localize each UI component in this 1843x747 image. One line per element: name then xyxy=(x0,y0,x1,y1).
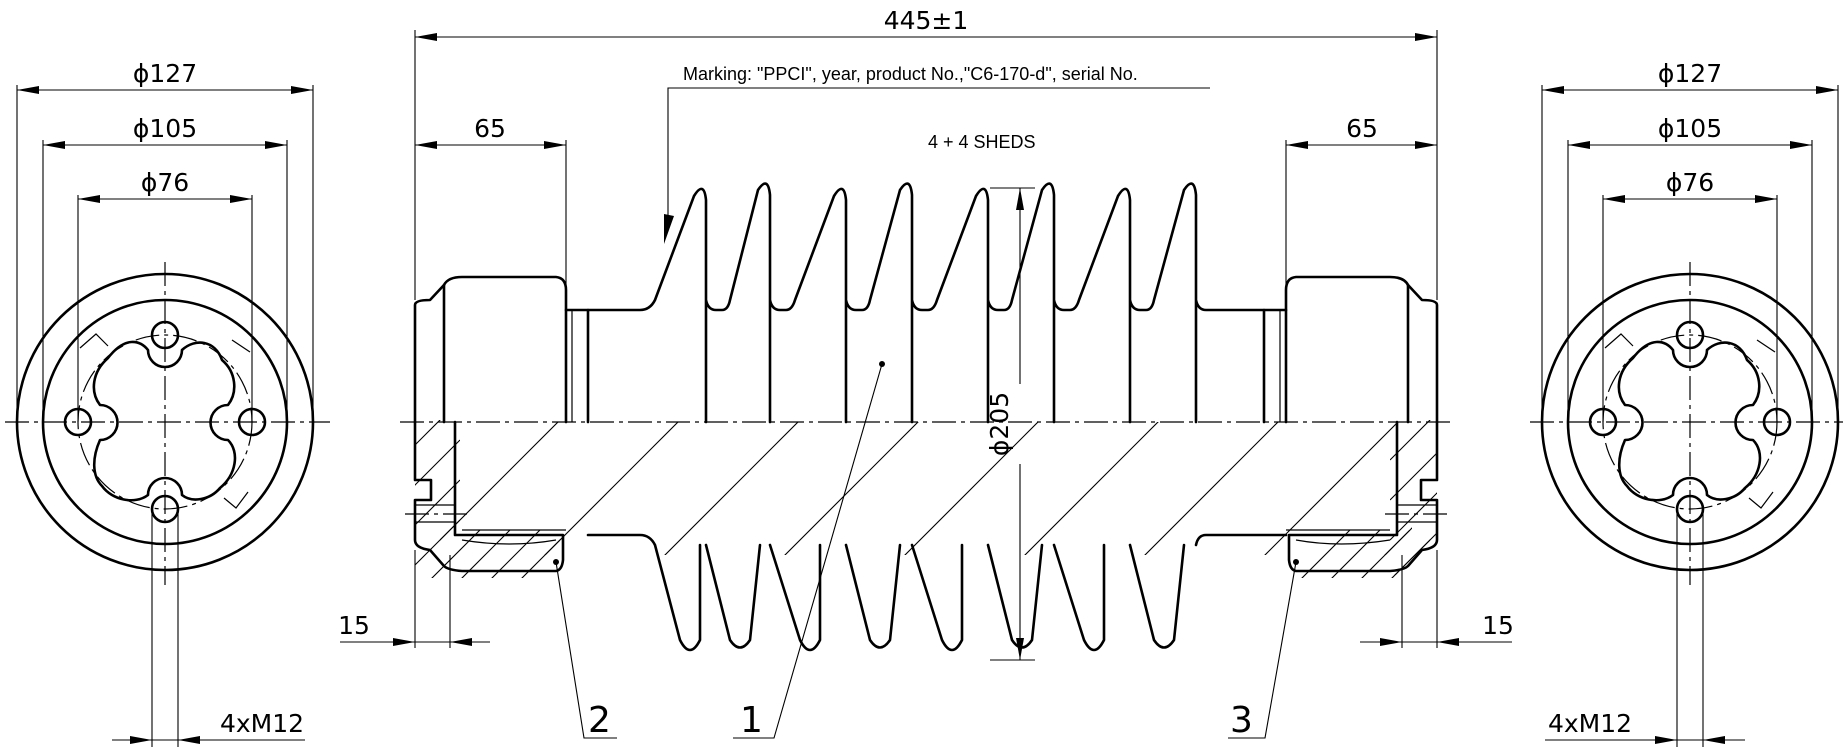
right-key-notch-1 xyxy=(1604,333,1634,349)
left-dim-thread: 4xM12 xyxy=(220,709,304,738)
side-view xyxy=(400,182,1452,652)
left-end-section xyxy=(413,420,565,573)
arrow xyxy=(415,141,437,149)
callout-part-1: 1 xyxy=(740,700,763,741)
arrow xyxy=(130,736,152,744)
left-key-notch-3 xyxy=(231,339,251,353)
right-inner-contour xyxy=(1617,340,1762,502)
right-key-notch-3 xyxy=(1756,339,1776,353)
arrow xyxy=(1016,188,1024,210)
arrow xyxy=(1568,141,1590,149)
left-dim-bolt-circle: ϕ105 xyxy=(133,114,197,143)
left-fitting-collar xyxy=(564,308,590,424)
right-end-view: ϕ127 ϕ105 ϕ76 4xM12 xyxy=(1530,59,1843,747)
notes: Marking: "PPCI", year, product No.,"C6-1… xyxy=(664,64,1210,244)
callout-part-3: 3 xyxy=(1230,700,1253,741)
arrow xyxy=(1542,86,1564,94)
dim-overall-length: 445±1 xyxy=(884,6,969,35)
right-end-adhesive xyxy=(1286,529,1397,545)
left-key-notch-2 xyxy=(223,491,249,509)
left-end-bolt-hole xyxy=(415,504,455,523)
left-key-notch-1 xyxy=(79,333,109,349)
marking-arrow xyxy=(664,214,674,244)
dim-flange-length-left: 65 xyxy=(474,114,506,143)
right-dim-bore: ϕ76 xyxy=(1666,168,1714,197)
arrow xyxy=(1380,638,1402,646)
arrow xyxy=(415,33,437,41)
side-view-dimensions: 445±1 65 65 ϕ205 15 15 xyxy=(338,6,1514,661)
right-end-section xyxy=(1287,420,1439,573)
arrow xyxy=(1603,195,1625,203)
arrow xyxy=(78,195,100,203)
left-end-fitting xyxy=(413,275,568,424)
right-end-bolt-hole xyxy=(1397,504,1437,523)
arrow xyxy=(450,638,472,646)
right-key-notch-2 xyxy=(1748,491,1774,509)
left-end-view: ϕ127 ϕ105 ϕ76 4xM12 xyxy=(5,59,330,747)
arrow xyxy=(1437,638,1459,646)
arrow xyxy=(230,195,252,203)
arrow xyxy=(1286,141,1308,149)
sheds-note: 4 + 4 SHEDS xyxy=(928,132,1036,152)
dim-flange-length-right: 65 xyxy=(1346,114,1378,143)
right-end-fitting xyxy=(1284,275,1439,424)
arrow xyxy=(265,141,287,149)
right-fitting-collar xyxy=(1262,308,1288,424)
arrow xyxy=(393,638,415,646)
arrow xyxy=(178,736,200,744)
flange-hatching xyxy=(415,420,1437,578)
arrow xyxy=(1816,86,1838,94)
right-dim-outer-diameter: ϕ127 xyxy=(1658,59,1722,88)
section-hatching xyxy=(440,422,1412,555)
dim-groove-left: 15 xyxy=(338,611,370,640)
arrow xyxy=(1703,736,1725,744)
arrow xyxy=(291,86,313,94)
dim-groove-right: 15 xyxy=(1482,611,1514,640)
dim-shed-diameter: ϕ205 xyxy=(985,392,1014,456)
callout-leader-2 xyxy=(555,561,617,739)
part-callouts: 1 2 3 xyxy=(553,361,1299,741)
shed-silhouette-lower xyxy=(586,533,1288,652)
arrow xyxy=(1415,33,1437,41)
shed-silhouette-upper xyxy=(586,182,1266,424)
arrow xyxy=(1755,195,1777,203)
arrow xyxy=(1790,141,1812,149)
callout-leader-3 xyxy=(1228,561,1297,739)
left-dim-bore: ϕ76 xyxy=(141,168,189,197)
arrow xyxy=(1655,736,1677,744)
right-dim-thread: 4xM12 xyxy=(1548,709,1632,738)
arrow xyxy=(17,86,39,94)
right-dim-bolt-circle: ϕ105 xyxy=(1658,114,1722,143)
marking-note: Marking: "PPCI", year, product No.,"C6-1… xyxy=(683,64,1138,84)
arrow xyxy=(1016,638,1024,660)
callout-part-2: 2 xyxy=(588,700,611,741)
left-dim-outer-diameter: ϕ127 xyxy=(133,59,197,88)
arrow xyxy=(1415,141,1437,149)
arrow xyxy=(544,141,566,149)
left-end-adhesive xyxy=(455,529,566,545)
marking-leader xyxy=(667,87,1210,215)
left-inner-contour xyxy=(92,340,237,502)
callout-leader-1 xyxy=(733,363,883,739)
arrow xyxy=(43,141,65,149)
